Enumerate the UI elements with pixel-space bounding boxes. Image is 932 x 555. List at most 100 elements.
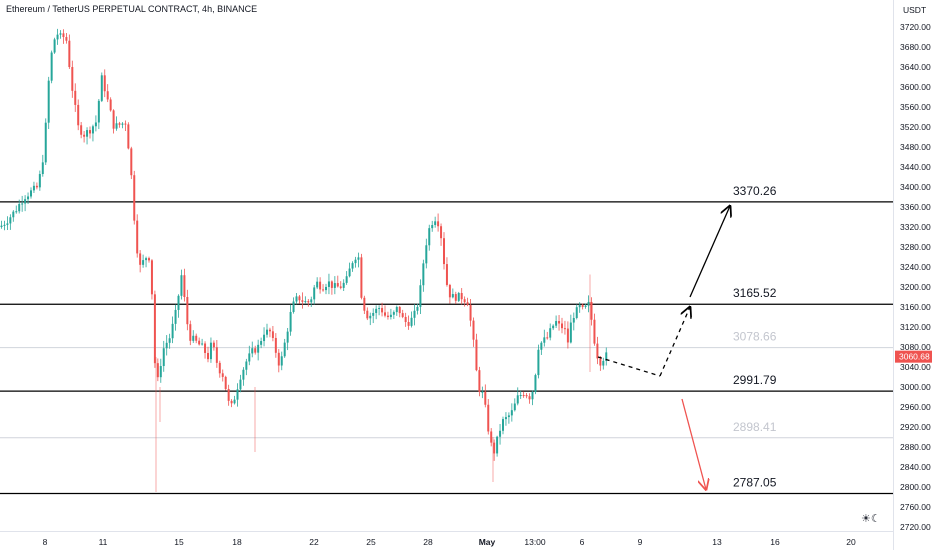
candle-body	[543, 337, 546, 343]
candle-body	[74, 90, 77, 105]
candle-body	[443, 238, 445, 265]
candle-body	[89, 130, 91, 134]
candles-layer	[0, 28, 608, 492]
candle-body	[528, 396, 531, 400]
candle-body	[587, 301, 590, 306]
time-tick-label: 13	[712, 537, 722, 547]
price-tick-label: 2840.00	[900, 462, 931, 472]
price-tick-label: 3520.00	[900, 122, 931, 132]
candle-body	[440, 226, 443, 239]
candle-body	[218, 362, 221, 374]
candle-body	[605, 352, 608, 361]
sun-moon-icon[interactable]: ☀☾	[861, 513, 881, 525]
candle-body	[6, 223, 9, 225]
price-tick-label: 3000.00	[900, 382, 931, 392]
candle-body	[127, 124, 130, 149]
candle-body	[502, 419, 504, 431]
time-tick-label: May	[479, 537, 496, 547]
candle-body	[30, 190, 32, 197]
candle-body	[62, 33, 65, 38]
candle-body	[593, 319, 596, 344]
candle-body	[150, 260, 153, 295]
candle-body	[333, 283, 336, 288]
candle-body	[378, 308, 381, 310]
candle-body	[245, 361, 248, 370]
candle-body	[47, 80, 50, 123]
candle-body	[386, 315, 389, 318]
time-tick-label: 15	[174, 537, 184, 547]
chart-title: Ethereum / TetherUS PERPETUAL CONTRACT, …	[6, 4, 258, 14]
candle-body	[413, 310, 416, 318]
candle-body	[227, 388, 230, 401]
candle-body	[481, 391, 484, 393]
candle-body	[209, 342, 212, 360]
candle-body	[357, 257, 360, 260]
candle-body	[437, 221, 440, 227]
candle-body	[133, 175, 136, 221]
candle-body	[339, 286, 342, 288]
candle-body	[360, 257, 363, 298]
candle-body	[478, 370, 481, 392]
candle-body	[289, 311, 292, 332]
candle-body	[130, 148, 133, 176]
candle-body	[549, 328, 552, 338]
candle-body	[198, 340, 201, 345]
candle-body	[602, 360, 605, 366]
price-tick-label: 3600.00	[900, 82, 931, 92]
horizontal-levels-layer: 3370.26 3165.52 3078.66 2991.79 2898.41 2787.…	[0, 184, 893, 495]
price-tick-label: 3320.00	[900, 222, 931, 232]
candle-body	[268, 329, 271, 332]
candle-body	[555, 321, 558, 326]
candle-body	[165, 342, 168, 349]
candle-body	[97, 100, 100, 123]
candle-body	[558, 321, 561, 324]
candle-body	[204, 343, 207, 353]
candle-body	[487, 404, 490, 432]
price-tick-label: 3440.00	[900, 162, 931, 172]
price-axis-unit: USDT	[903, 5, 926, 15]
candle-body	[27, 196, 30, 200]
time-tick-label: 13:00	[524, 537, 546, 547]
candle-body	[153, 294, 156, 364]
candle-body	[159, 366, 162, 378]
candle-body	[3, 224, 6, 226]
candle-body	[404, 316, 407, 323]
candle-body	[266, 329, 268, 335]
candle-body	[301, 300, 304, 302]
candle-body	[286, 331, 289, 343]
candle-body	[566, 328, 569, 343]
candle-body	[162, 348, 165, 367]
price-tick-label: 3480.00	[900, 142, 931, 152]
price-tick-label: 3680.00	[900, 42, 931, 52]
candle-body	[369, 315, 372, 319]
candle-body	[499, 430, 502, 437]
price-tick-label: 3560.00	[900, 102, 931, 112]
candle-body	[381, 308, 384, 313]
time-tick-label: 16	[770, 537, 780, 547]
candle-body	[475, 339, 478, 371]
candle-body	[581, 305, 584, 307]
candle-body	[375, 308, 378, 313]
candle-body	[41, 162, 44, 175]
level-label-4: 2898.41	[733, 420, 777, 434]
candle-body	[398, 306, 401, 314]
candle-body	[12, 211, 15, 218]
candle-body	[263, 334, 266, 342]
candle-body	[38, 174, 41, 188]
candle-body	[463, 299, 466, 303]
candle-body	[239, 379, 242, 390]
candle-body	[596, 343, 599, 359]
candle-body	[189, 324, 192, 341]
candle-body	[83, 134, 86, 137]
candle-body	[561, 323, 563, 329]
price-tick-label: 3120.00	[900, 322, 931, 332]
candle-body	[336, 283, 339, 287]
candle-body	[519, 394, 522, 396]
candle-body	[201, 343, 204, 345]
price-tick-label: 3280.00	[900, 242, 931, 252]
candle-body	[584, 305, 587, 307]
candle-body	[15, 211, 18, 213]
candle-body	[103, 75, 106, 92]
